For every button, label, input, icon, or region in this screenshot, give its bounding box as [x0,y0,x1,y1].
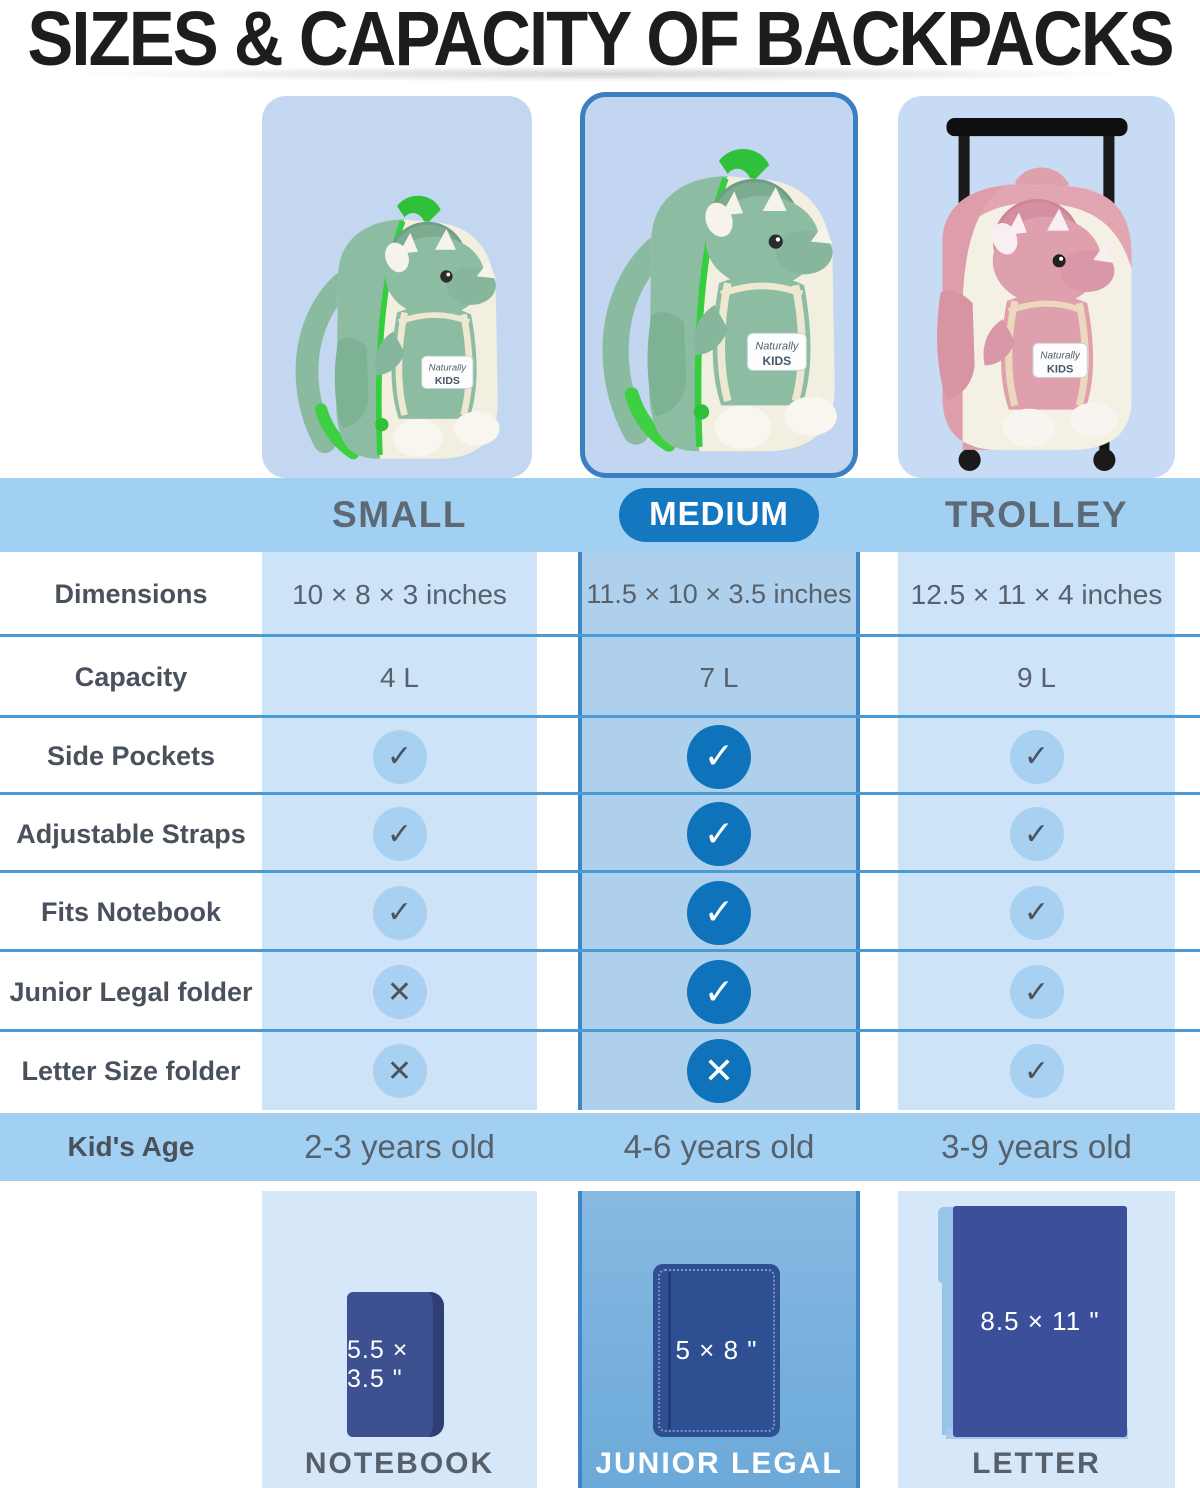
cell-medium-capacity: 7 L [699,661,739,693]
cell-small-side-pockets: ✓ [262,718,537,795]
page-title: SIZES & CAPACITY OF BACKPACKS [27,0,1174,82]
letter-size-label: 8.5 × 11 " [980,1306,1100,1336]
kids-age-band: Kid's Age 2-3 years old 4-6 years old 3-… [0,1113,1200,1181]
cell-small-letter-size: ✕ [262,1032,537,1110]
cell-medium-age: 4-6 years old [623,1128,815,1165]
cell-medium-fits-notebook: ✓ [578,873,860,952]
check-icon: ✓ [1009,885,1064,940]
table-row-letter-size: Letter Size folder ✕ ✕ ✓ [0,1032,1200,1110]
notebook-illustration: 5.5 × 3.5 " [347,1292,444,1437]
trolley-backpack-image [906,112,1168,474]
check-icon: ✓ [372,729,427,784]
row-label: Adjustable Straps [16,818,246,849]
caption-junior-legal: JUNIOR LEGAL [595,1447,843,1480]
cell-small-adjustable-straps: ✓ [262,795,537,873]
medium-highlight-pill: MEDIUM [619,488,819,542]
cross-icon: ✕ [687,1039,751,1103]
cell-medium-dimensions: 11.5 × 10 × 3.5 inches [586,579,852,609]
title-shadow [60,66,1140,82]
caption-letter: LETTER [972,1447,1101,1480]
row-separator [0,870,1200,873]
check-icon: ✓ [1009,965,1064,1019]
cell-trolley-age: 3-9 years old [941,1128,1132,1165]
row-label: Dimensions [54,579,208,609]
cell-small-dimensions: 10 × 8 × 3 inches [292,578,507,610]
row-label: Letter Size folder [21,1055,241,1086]
table-row-fits-notebook: Fits Notebook ✓ ✓ ✓ [0,873,1200,952]
table-row-side-pockets: Side Pockets ✓ ✓ ✓ [0,718,1200,795]
row-separator [0,792,1200,795]
product-card-trolley [898,96,1175,478]
cell-small-fits-notebook: ✓ [262,873,537,952]
row-separator [0,1029,1200,1032]
cell-small-junior-legal: ✕ [262,952,537,1032]
cell-trolley-capacity: 9 L [1017,661,1056,693]
check-icon: ✓ [372,885,427,940]
column-header-trolley: TROLLEY [944,494,1129,535]
check-icon: ✓ [687,724,751,789]
table-row-junior-legal: Junior Legal folder ✕ ✓ ✓ [0,952,1200,1032]
cell-trolley-dimensions: 12.5 × 11 × 4 inches [910,578,1163,610]
cell-trolley-letter-size: ✓ [898,1032,1175,1110]
check-icon: ✓ [687,960,751,1024]
caption-notebook: NOTEBOOK [304,1447,495,1480]
notebook-size-label: 5.5 × 3.5 " [347,1335,409,1393]
cell-small-capacity: 4 L [380,661,419,693]
check-icon: ✓ [1009,1044,1064,1098]
cell-medium-letter-size: ✕ [578,1032,860,1110]
row-separator [0,715,1200,718]
row-label: Side Pockets [46,741,216,771]
size-header-band: SMALL MEDIUM TROLLEY [0,478,1200,552]
small-backpack-image [283,170,511,474]
table-row-capacity: Capacity 4 L 7 L 9 L [0,637,1200,718]
check-icon: ✓ [1009,807,1064,861]
cross-icon: ✕ [372,1044,427,1098]
cell-trolley-adjustable-straps: ✓ [898,795,1175,873]
cell-medium-adjustable-straps: ✓ [578,795,860,873]
junior-legal-size-label: 5 × 8 " [675,1335,758,1365]
cell-medium-side-pockets: ✓ [578,718,860,795]
cell-trolley-fits-notebook: ✓ [898,873,1175,952]
row-label: Fits Notebook [41,897,221,927]
product-card-small [262,96,532,478]
product-card-medium [580,92,858,478]
folder-back-edge [942,1275,955,1435]
check-icon: ✓ [687,880,751,945]
cell-medium-junior-legal: ✓ [578,952,860,1032]
row-label: Capacity [74,662,188,692]
table-row-dimensions: Dimensions 10 × 8 × 3 inches 11.5 × 10 ×… [0,552,1200,637]
cell-trolley-junior-legal: ✓ [898,952,1175,1032]
letter-folder-illustration: 8.5 × 11 " [953,1206,1127,1437]
row-label: Kid's Age [67,1131,195,1162]
check-icon: ✓ [1009,729,1064,784]
check-icon: ✓ [687,802,751,866]
junior-legal-illustration: 5 × 8 " [653,1264,780,1437]
row-separator [0,949,1200,952]
row-separator [0,634,1200,637]
check-icon: ✓ [372,807,427,861]
table-row-adjustable-straps: Adjustable Straps ✓ ✓ ✓ [0,795,1200,873]
row-label: Junior Legal folder [9,976,253,1007]
cross-icon: ✕ [372,965,427,1019]
cell-trolley-side-pockets: ✓ [898,718,1175,795]
cell-small-age: 2-3 years old [304,1128,495,1165]
medium-backpack-image [588,119,850,469]
column-header-medium: MEDIUM [578,478,860,552]
column-header-small: SMALL [332,494,467,535]
